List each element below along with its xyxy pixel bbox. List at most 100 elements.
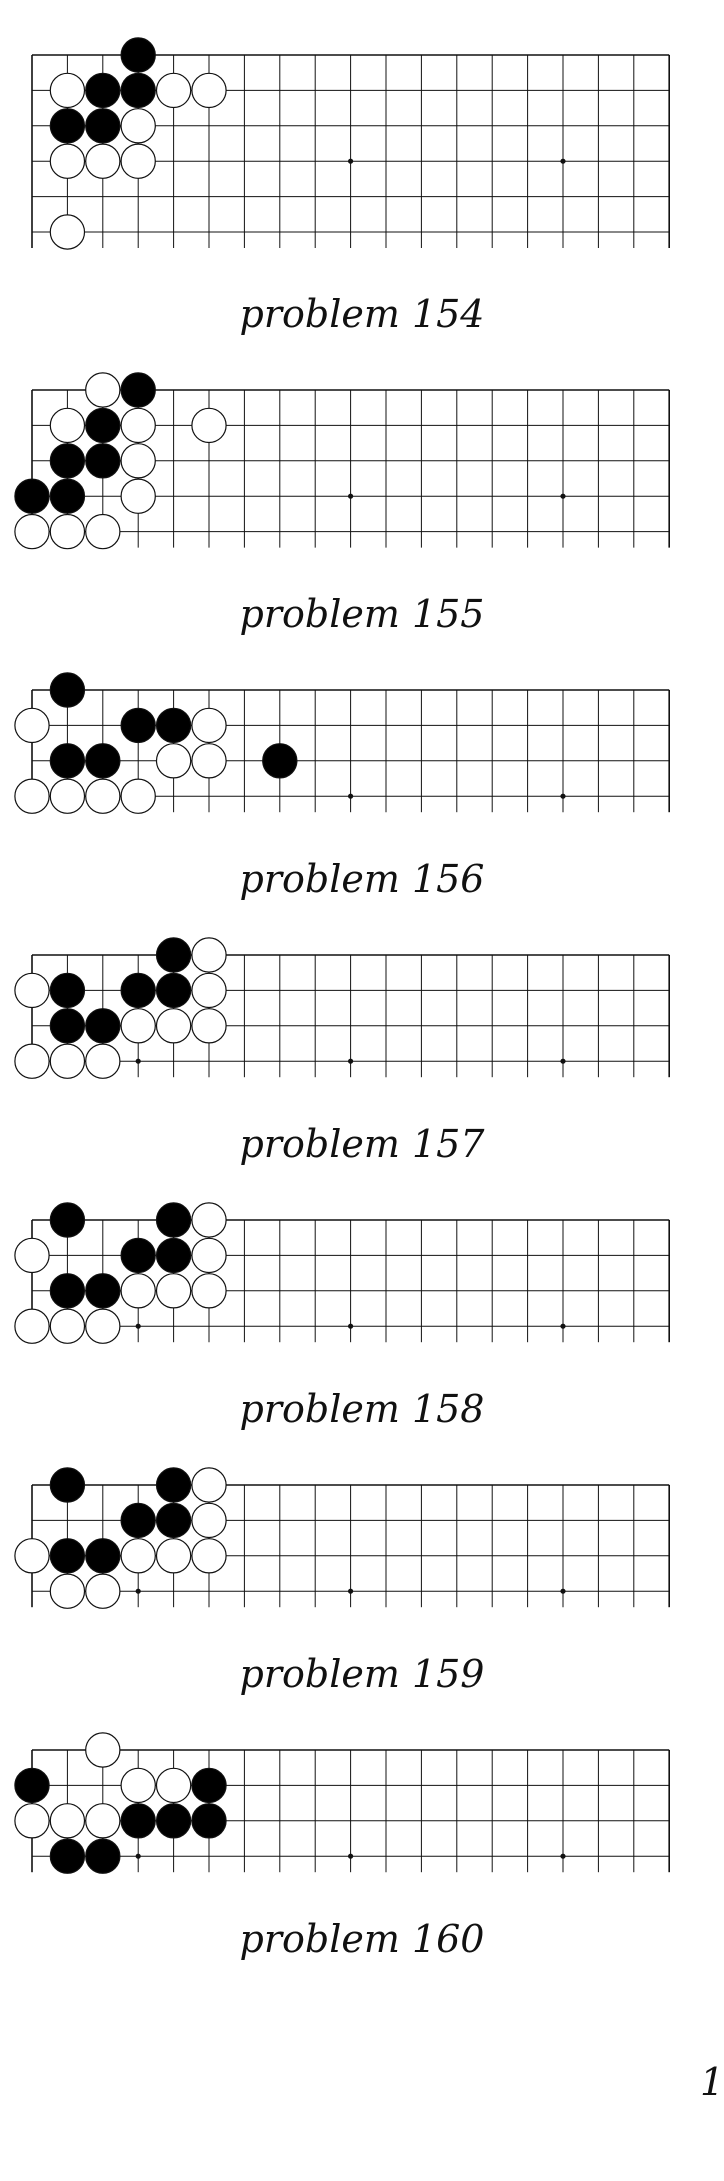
black-stone: [49, 972, 86, 1009]
black-stone: [85, 743, 121, 779]
white-stone: [155, 1008, 192, 1044]
problem-caption: problem 158: [239, 1387, 485, 1431]
star-point: [348, 1058, 354, 1064]
white-stone: [49, 1308, 86, 1344]
black-stone: [120, 1237, 156, 1274]
white-stone: [120, 1538, 156, 1574]
star-point: [560, 793, 566, 799]
black-stone: [120, 1502, 156, 1539]
black-stone: [155, 1803, 192, 1839]
black-stone: [49, 1467, 86, 1503]
white-stone: [155, 1538, 192, 1574]
star-point: [348, 493, 354, 499]
star-point: [560, 1058, 566, 1064]
black-stone: [262, 743, 298, 779]
problem-caption: problem 156: [239, 857, 485, 901]
white-stone: [85, 1803, 121, 1839]
white-stone: [191, 1467, 227, 1503]
white-stone: [120, 1008, 156, 1044]
black-stone: [120, 707, 156, 744]
white-stone: [155, 1767, 192, 1804]
white-stone: [191, 972, 227, 1009]
black-stone: [85, 1273, 121, 1309]
star-point: [135, 1853, 141, 1859]
black-stone: [85, 1838, 121, 1874]
black-stone: [49, 443, 86, 479]
white-stone: [85, 1573, 121, 1609]
white-stone: [191, 407, 227, 444]
white-stone: [191, 1237, 227, 1274]
black-stone: [155, 707, 192, 744]
white-stone: [14, 972, 50, 1009]
white-stone: [120, 1767, 156, 1804]
white-stone: [49, 72, 86, 109]
white-stone: [14, 1043, 50, 1079]
white-stone: [191, 937, 227, 973]
star-point: [135, 1323, 141, 1329]
black-stone: [155, 1202, 192, 1238]
white-stone: [14, 1803, 50, 1839]
star-point: [135, 1058, 141, 1064]
white-stone: [120, 778, 156, 814]
white-stone: [191, 1008, 227, 1044]
black-stone: [155, 972, 192, 1009]
white-stone: [120, 108, 156, 144]
white-stone: [49, 1803, 86, 1839]
white-stone: [120, 443, 156, 479]
white-stone: [191, 1202, 227, 1238]
star-point: [560, 1323, 566, 1329]
white-stone: [191, 1273, 227, 1309]
black-stone: [85, 443, 121, 479]
white-stone: [120, 143, 156, 179]
star-point: [560, 1853, 566, 1859]
white-stone: [155, 743, 192, 779]
white-stone: [14, 778, 50, 814]
white-stone: [85, 372, 121, 408]
black-stone: [49, 672, 86, 708]
black-stone: [49, 478, 86, 514]
white-stone: [85, 778, 121, 814]
problem-caption: problem 157: [239, 1122, 485, 1166]
black-stone: [155, 1467, 192, 1503]
star-point: [348, 1588, 354, 1594]
white-stone: [191, 707, 227, 744]
white-stone: [49, 1043, 86, 1079]
black-stone: [85, 1538, 121, 1574]
black-stone: [120, 372, 156, 408]
white-stone: [191, 1538, 227, 1574]
star-point: [348, 793, 354, 799]
black-stone: [120, 972, 156, 1009]
white-stone: [155, 72, 192, 109]
white-stone: [85, 513, 121, 550]
star-point: [348, 158, 354, 164]
star-point: [135, 1588, 141, 1594]
black-stone: [155, 937, 192, 973]
black-stone: [49, 1008, 86, 1044]
black-stone: [191, 1803, 227, 1839]
white-stone: [85, 1732, 121, 1768]
white-stone: [14, 1237, 50, 1274]
problem-caption: problem 160: [239, 1917, 485, 1961]
black-stone: [49, 1838, 86, 1874]
white-stone: [14, 707, 50, 744]
white-stone: [14, 1538, 50, 1574]
black-stone: [49, 1538, 86, 1574]
white-stone: [85, 1308, 121, 1344]
white-stone: [14, 1308, 50, 1344]
white-stone: [85, 1043, 121, 1079]
black-stone: [191, 1767, 227, 1804]
white-stone: [120, 1273, 156, 1309]
white-stone: [49, 1573, 86, 1609]
white-stone: [120, 478, 156, 514]
page-number: 1: [700, 2060, 724, 2104]
white-stone: [49, 143, 86, 179]
black-stone: [120, 37, 156, 73]
white-stone: [49, 778, 86, 814]
black-stone: [155, 1237, 192, 1274]
white-stone: [49, 214, 86, 250]
